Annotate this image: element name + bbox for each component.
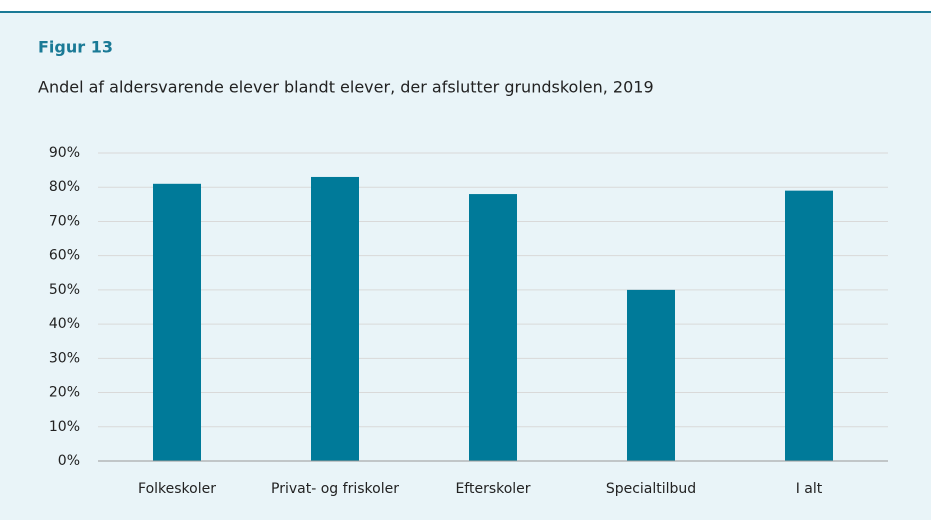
bar [627,289,675,461]
x-tick-label: Folkeskoler [138,481,216,497]
x-tick-label: Efterskoler [455,481,530,497]
x-tick-label: Specialtilbud [606,481,696,497]
y-tick-label: 0% [58,453,80,469]
y-tick-label: 80% [49,179,80,195]
y-tick-label: 60% [49,248,80,264]
bar [153,183,201,462]
y-tick-label: 10% [49,419,80,435]
y-tick-label: 40% [49,316,80,332]
bar [311,176,359,461]
x-tick-label: Privat- og friskoler [271,481,399,497]
y-tick-label: 90% [49,145,80,161]
chart-title: Andel af aldersvarende elever blandt ele… [38,78,654,97]
top-margin [0,0,931,12]
y-tick-label: 20% [49,385,80,401]
y-tick-label: 70% [49,213,80,229]
bar [785,190,833,461]
bar [469,194,517,462]
y-tick-label: 50% [49,282,80,298]
figure-label: Figur 13 [38,38,113,57]
y-tick-label: 30% [49,350,80,366]
x-tick-label: I alt [796,481,823,497]
